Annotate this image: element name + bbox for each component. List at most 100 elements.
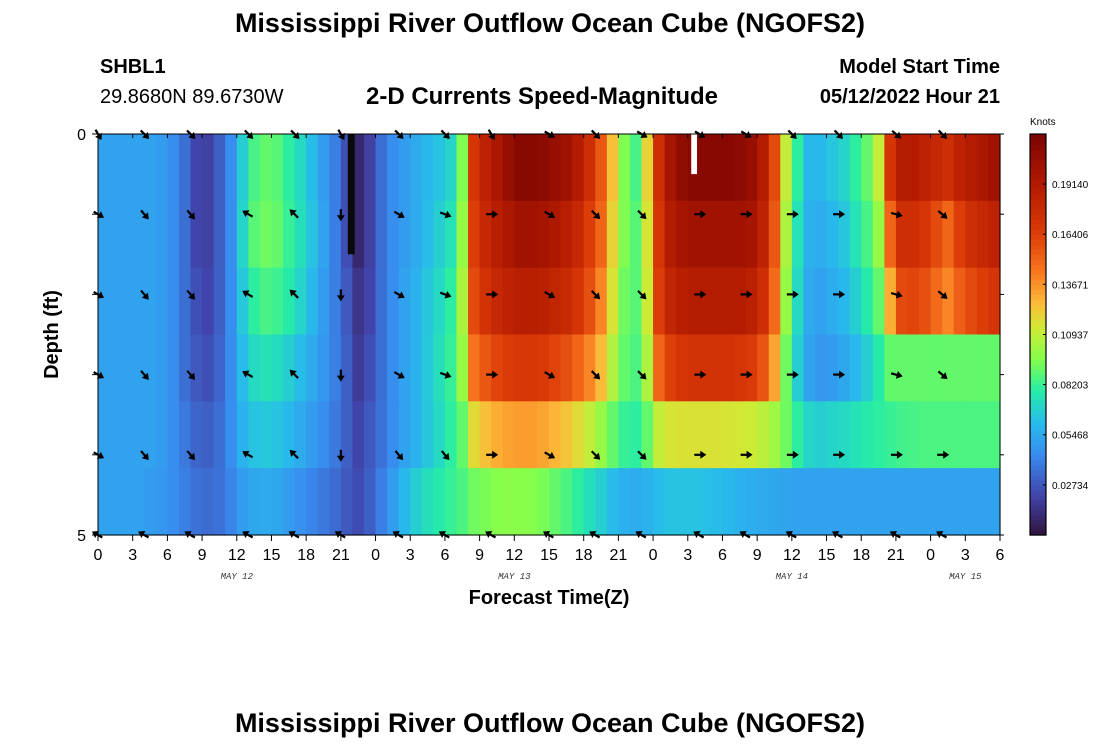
heatmap-cell bbox=[433, 468, 446, 536]
vector-head bbox=[792, 290, 799, 299]
heatmap-cell bbox=[629, 401, 643, 469]
x-tick-label: 21 bbox=[609, 547, 627, 564]
heatmap-cell bbox=[942, 401, 955, 469]
colorbar-segment bbox=[1030, 374, 1046, 381]
x-tick-label: 0 bbox=[649, 547, 658, 564]
heatmap-cell bbox=[155, 468, 168, 536]
heatmap-cell bbox=[444, 401, 458, 469]
vector-head bbox=[336, 375, 345, 382]
colorbar-segment bbox=[1030, 174, 1046, 180]
heatmap-cell bbox=[895, 401, 909, 469]
current-vector bbox=[637, 370, 647, 380]
heatmap-cell bbox=[872, 334, 885, 402]
current-vector bbox=[486, 210, 499, 219]
heatmap-cell bbox=[352, 134, 365, 202]
heatmap-cell bbox=[676, 134, 689, 202]
current-vector bbox=[336, 369, 345, 382]
heatmap-cell bbox=[919, 334, 932, 402]
colorbar-tick-label: 0.08203 bbox=[1052, 381, 1089, 392]
heatmap-cell bbox=[479, 134, 492, 202]
colorbar-segment bbox=[1030, 199, 1046, 205]
vector-head bbox=[242, 210, 250, 218]
date-label: MAY 12 bbox=[221, 572, 254, 582]
vector-head bbox=[792, 210, 799, 219]
vector-head bbox=[188, 212, 196, 220]
heatmap-cell bbox=[895, 334, 909, 402]
heatmap-cell bbox=[248, 468, 261, 536]
heatmap-cell bbox=[387, 134, 400, 202]
current-vector bbox=[289, 369, 299, 379]
heatmap-cell bbox=[629, 134, 643, 202]
heatmap-cell bbox=[780, 401, 793, 469]
current-vector bbox=[439, 210, 452, 219]
heatmap-cell bbox=[930, 401, 943, 469]
colorbar-segment bbox=[1030, 329, 1046, 336]
colorbar-segment bbox=[1030, 324, 1046, 331]
heatmap-cell bbox=[583, 200, 596, 269]
heatmap-cell bbox=[861, 468, 874, 536]
heatmap-cell bbox=[236, 401, 249, 469]
heatmap-cell bbox=[757, 401, 770, 469]
heatmap-cell bbox=[132, 267, 145, 336]
colorbar-segment bbox=[1030, 214, 1046, 220]
vector-head bbox=[792, 370, 799, 379]
current-vector bbox=[544, 290, 556, 299]
heatmap-cell bbox=[479, 267, 492, 336]
heatmap-cell bbox=[387, 200, 400, 269]
heatmap-cell bbox=[699, 134, 712, 202]
current-vector bbox=[289, 449, 299, 460]
current-vector bbox=[590, 450, 601, 460]
model-start-label: Model Start Time bbox=[839, 56, 1000, 78]
colorbar-segment bbox=[1030, 194, 1046, 200]
heatmap-cell bbox=[398, 200, 411, 269]
heatmap-cell bbox=[514, 134, 527, 202]
heatmap-cell bbox=[352, 468, 365, 536]
vector-head bbox=[396, 452, 404, 461]
heatmap-cell bbox=[202, 401, 215, 469]
heatmap-cell bbox=[687, 200, 700, 269]
heatmap-cell bbox=[722, 134, 735, 202]
heatmap-cell bbox=[213, 401, 226, 469]
vector-head bbox=[700, 290, 707, 299]
x-tick-label: 12 bbox=[505, 547, 523, 564]
heatmap-cell bbox=[572, 267, 585, 336]
heatmap-cell bbox=[895, 200, 909, 269]
heatmap-cell bbox=[734, 267, 747, 336]
vector-head bbox=[746, 370, 753, 379]
heatmap-cell bbox=[433, 200, 446, 269]
colorbar-segment bbox=[1030, 289, 1046, 295]
heatmap-cell bbox=[826, 401, 839, 469]
heatmap-cell bbox=[560, 267, 573, 336]
heatmap-cell bbox=[525, 468, 539, 536]
colorbar-segment bbox=[1030, 339, 1046, 346]
current-vector bbox=[393, 210, 405, 219]
vector-head bbox=[746, 210, 753, 219]
main-title: Mississippi River Outflow Ocean Cube (NG… bbox=[234, 8, 866, 38]
heatmap-cell bbox=[444, 468, 458, 536]
heatmap-cell bbox=[664, 401, 677, 469]
heatmap-cell bbox=[988, 267, 1001, 336]
heatmap-cell bbox=[98, 401, 111, 469]
current-vector bbox=[336, 209, 345, 222]
colorbar-segment bbox=[1030, 524, 1046, 531]
y-tick-label: 0 bbox=[77, 127, 86, 144]
heatmap-cell bbox=[236, 134, 249, 202]
heatmap-cell bbox=[710, 401, 724, 469]
heatmap-cell bbox=[919, 267, 932, 336]
heatmap-cell bbox=[953, 200, 966, 269]
vector-head bbox=[141, 212, 149, 220]
vector-head bbox=[397, 291, 405, 299]
colorbar-segment bbox=[1030, 484, 1046, 491]
vector-head bbox=[547, 211, 556, 219]
heatmap-cell bbox=[606, 200, 619, 269]
heatmap-cell bbox=[167, 134, 180, 202]
heatmap-cell bbox=[468, 134, 481, 202]
current-vector bbox=[740, 210, 753, 219]
vector-head bbox=[943, 450, 950, 459]
current-vector bbox=[289, 209, 299, 219]
heatmap-cell bbox=[387, 334, 400, 402]
heatmap-cell bbox=[849, 468, 862, 536]
heatmap-cell bbox=[653, 134, 666, 202]
vector-head bbox=[397, 211, 405, 219]
